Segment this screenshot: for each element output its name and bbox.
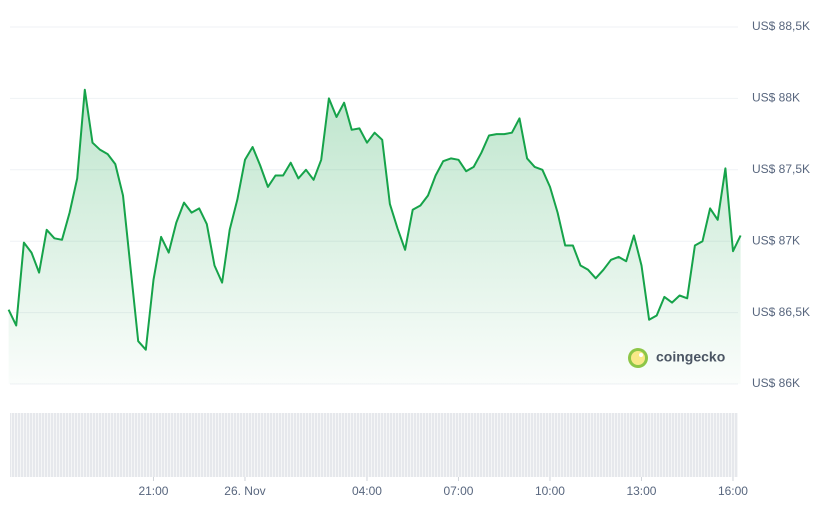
y-tick-label: US$ 87K [752,233,800,247]
x-tick-label: 16:00 [718,484,748,498]
y-tick-label: US$ 88K [752,91,800,105]
x-tick-label: 26. Nov [224,484,265,498]
y-tick-label: US$ 86,5K [752,305,810,319]
watermark-text: coingecko [656,349,725,365]
watermark: coingecko [628,348,725,368]
x-tick-label: 04:00 [352,484,382,498]
x-tick-label: 07:00 [443,484,473,498]
area [8,89,741,385]
y-tick-label: US$ 88,5K [752,19,810,33]
volume-bars [10,413,738,477]
y-tick-label: US$ 87,5K [752,162,810,176]
x-tick-label: 21:00 [138,484,168,498]
y-tick-label: US$ 86K [752,376,800,390]
line [7,88,742,351]
x-tick-label: 10:00 [535,484,565,498]
x-tick-label: 13:00 [626,484,656,498]
